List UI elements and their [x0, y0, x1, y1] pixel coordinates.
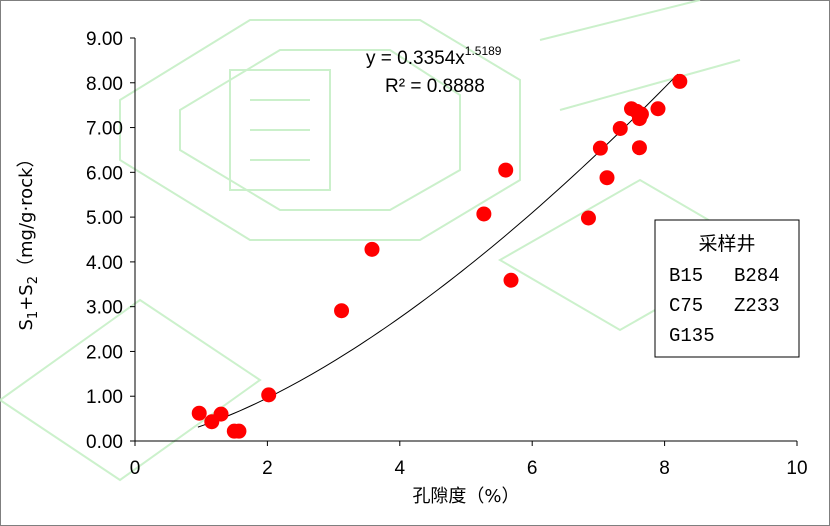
x-tick-label: 0 — [130, 458, 141, 479]
data-point — [213, 406, 229, 422]
y-tick-label: 3.00 — [86, 298, 123, 319]
x-tick-label: 6 — [527, 458, 538, 479]
power-trendline — [197, 73, 679, 428]
x-tick-label: 8 — [659, 458, 670, 479]
legend-entry: B15 — [669, 265, 703, 287]
y-tick-label: 2.00 — [86, 342, 123, 363]
y-tick-label: 6.00 — [86, 163, 123, 184]
data-point — [592, 140, 608, 156]
y-axis-title-sub2: 2 — [26, 276, 41, 284]
y-axis-title-s: S — [16, 319, 37, 330]
y-axis-title-unit: （mg/g·rock） — [16, 149, 37, 276]
legend: 采样井 B15 B284 C75 Z233 G135 — [654, 219, 800, 358]
data-point — [364, 241, 380, 257]
y-tick-label: 8.00 — [86, 74, 123, 95]
legend-entry: B284 — [734, 265, 780, 287]
data-point — [334, 303, 350, 319]
data-point — [503, 272, 519, 288]
data-point — [580, 210, 596, 226]
legend-box — [654, 219, 800, 358]
data-point — [498, 162, 514, 178]
y-tick-label: 1.00 — [86, 387, 123, 408]
r-squared-label: R² = 0.8888 — [385, 76, 485, 97]
data-points — [191, 73, 688, 439]
data-point — [612, 120, 628, 136]
data-point — [191, 405, 207, 421]
legend-entry: G135 — [669, 325, 715, 347]
x-axis-title: 孔隙度（%） — [412, 486, 519, 507]
y-tick-label: 4.00 — [86, 253, 123, 274]
legend-entry: C75 — [669, 295, 703, 317]
y-axis-title: S1+S2（mg/g·rock） — [16, 149, 41, 330]
data-point — [633, 106, 649, 122]
y-axis-title-sub1: 1 — [26, 311, 41, 319]
trend-equation: y = 0.3354x1.5189 — [366, 44, 502, 69]
legend-title: 采样井 — [698, 233, 755, 255]
y-axis-title-plus: +S — [16, 284, 37, 311]
y-tick-label: 0.00 — [86, 432, 123, 453]
data-point — [231, 423, 247, 439]
x-tick-label: 10 — [786, 458, 807, 479]
data-point — [599, 170, 615, 186]
y-tick-label: 9.00 — [86, 29, 123, 50]
data-point — [476, 206, 492, 222]
y-tick-label: 7.00 — [86, 119, 123, 140]
y-tick-label: 5.00 — [86, 208, 123, 229]
data-point — [672, 73, 688, 89]
data-point — [261, 387, 277, 403]
legend-entry: Z233 — [734, 295, 780, 317]
x-ticks: 0 2 4 6 8 10 — [130, 441, 808, 479]
data-point — [650, 101, 666, 117]
y-ticks: 0.00 1.00 2.00 3.00 4.00 5.00 6.00 7.00 8.00 9.00 — [86, 29, 135, 453]
x-tick-label: 4 — [395, 458, 406, 479]
x-tick-label: 2 — [262, 458, 273, 479]
data-point — [631, 140, 647, 156]
